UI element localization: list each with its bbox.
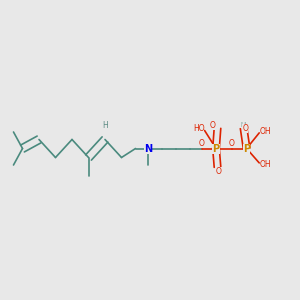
Text: HO: HO	[193, 124, 204, 133]
Text: H: H	[102, 121, 108, 130]
Text: OH: OH	[260, 127, 272, 136]
Text: H: H	[240, 122, 245, 128]
Text: O: O	[229, 139, 235, 148]
Text: P: P	[243, 143, 250, 154]
Text: O: O	[210, 121, 216, 130]
Text: N: N	[144, 143, 152, 154]
Text: O: O	[216, 167, 222, 176]
Text: O: O	[242, 124, 248, 133]
Text: P: P	[212, 143, 220, 154]
Text: O: O	[199, 139, 205, 148]
Text: OH: OH	[260, 160, 272, 169]
